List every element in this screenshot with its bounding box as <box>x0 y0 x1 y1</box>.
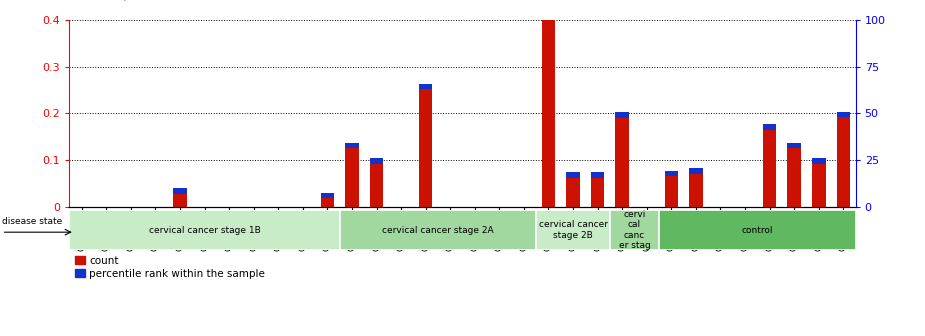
Bar <box>419 89 432 207</box>
Bar <box>836 112 850 117</box>
Bar <box>321 193 334 198</box>
Bar <box>370 158 383 164</box>
Text: control: control <box>742 226 773 235</box>
Bar <box>836 117 850 207</box>
Bar <box>419 89 432 207</box>
Bar <box>615 118 629 207</box>
Bar <box>370 164 383 207</box>
Bar <box>339 210 536 250</box>
Bar <box>566 172 580 178</box>
Bar <box>610 210 659 250</box>
Bar <box>542 20 555 207</box>
Bar <box>173 194 187 207</box>
Bar <box>812 164 825 207</box>
Bar <box>615 113 629 118</box>
Bar <box>787 143 801 149</box>
Bar <box>69 210 339 250</box>
Bar <box>664 176 678 207</box>
Bar <box>173 188 187 194</box>
Text: cervical cancer stage 1B: cervical cancer stage 1B <box>149 226 260 235</box>
Bar <box>591 178 604 207</box>
Bar <box>345 149 359 207</box>
Text: disease state: disease state <box>2 217 62 226</box>
Bar <box>763 130 776 207</box>
Text: GDS470 / 3359: GDS470 / 3359 <box>69 0 165 1</box>
Bar <box>321 198 334 207</box>
Bar <box>763 124 776 130</box>
Bar <box>566 178 580 207</box>
Bar <box>321 198 334 207</box>
Bar <box>419 84 432 89</box>
Bar <box>591 172 604 178</box>
Bar <box>345 143 359 149</box>
Text: cervical cancer stage 2A: cervical cancer stage 2A <box>382 226 494 235</box>
Bar <box>664 171 678 176</box>
Bar <box>615 118 629 207</box>
Bar <box>689 174 703 207</box>
Text: cervi
cal
canc
er stag: cervi cal canc er stag <box>619 210 650 250</box>
Bar <box>566 178 580 207</box>
Bar <box>812 164 825 207</box>
Bar <box>836 117 850 207</box>
Text: cervical cancer
stage 2B: cervical cancer stage 2B <box>538 220 608 240</box>
Bar <box>536 210 610 250</box>
Bar <box>542 20 555 207</box>
Bar <box>763 130 776 207</box>
Bar <box>345 149 359 207</box>
Bar <box>787 149 801 207</box>
Bar <box>664 176 678 207</box>
Bar <box>173 194 187 207</box>
Legend: count, percentile rank within the sample: count, percentile rank within the sample <box>75 256 265 279</box>
Bar <box>542 14 555 20</box>
Bar <box>787 149 801 207</box>
Bar <box>689 174 703 207</box>
Bar <box>370 164 383 207</box>
Bar <box>659 210 856 250</box>
Bar <box>591 178 604 207</box>
Bar <box>689 168 703 174</box>
Bar <box>812 158 825 164</box>
